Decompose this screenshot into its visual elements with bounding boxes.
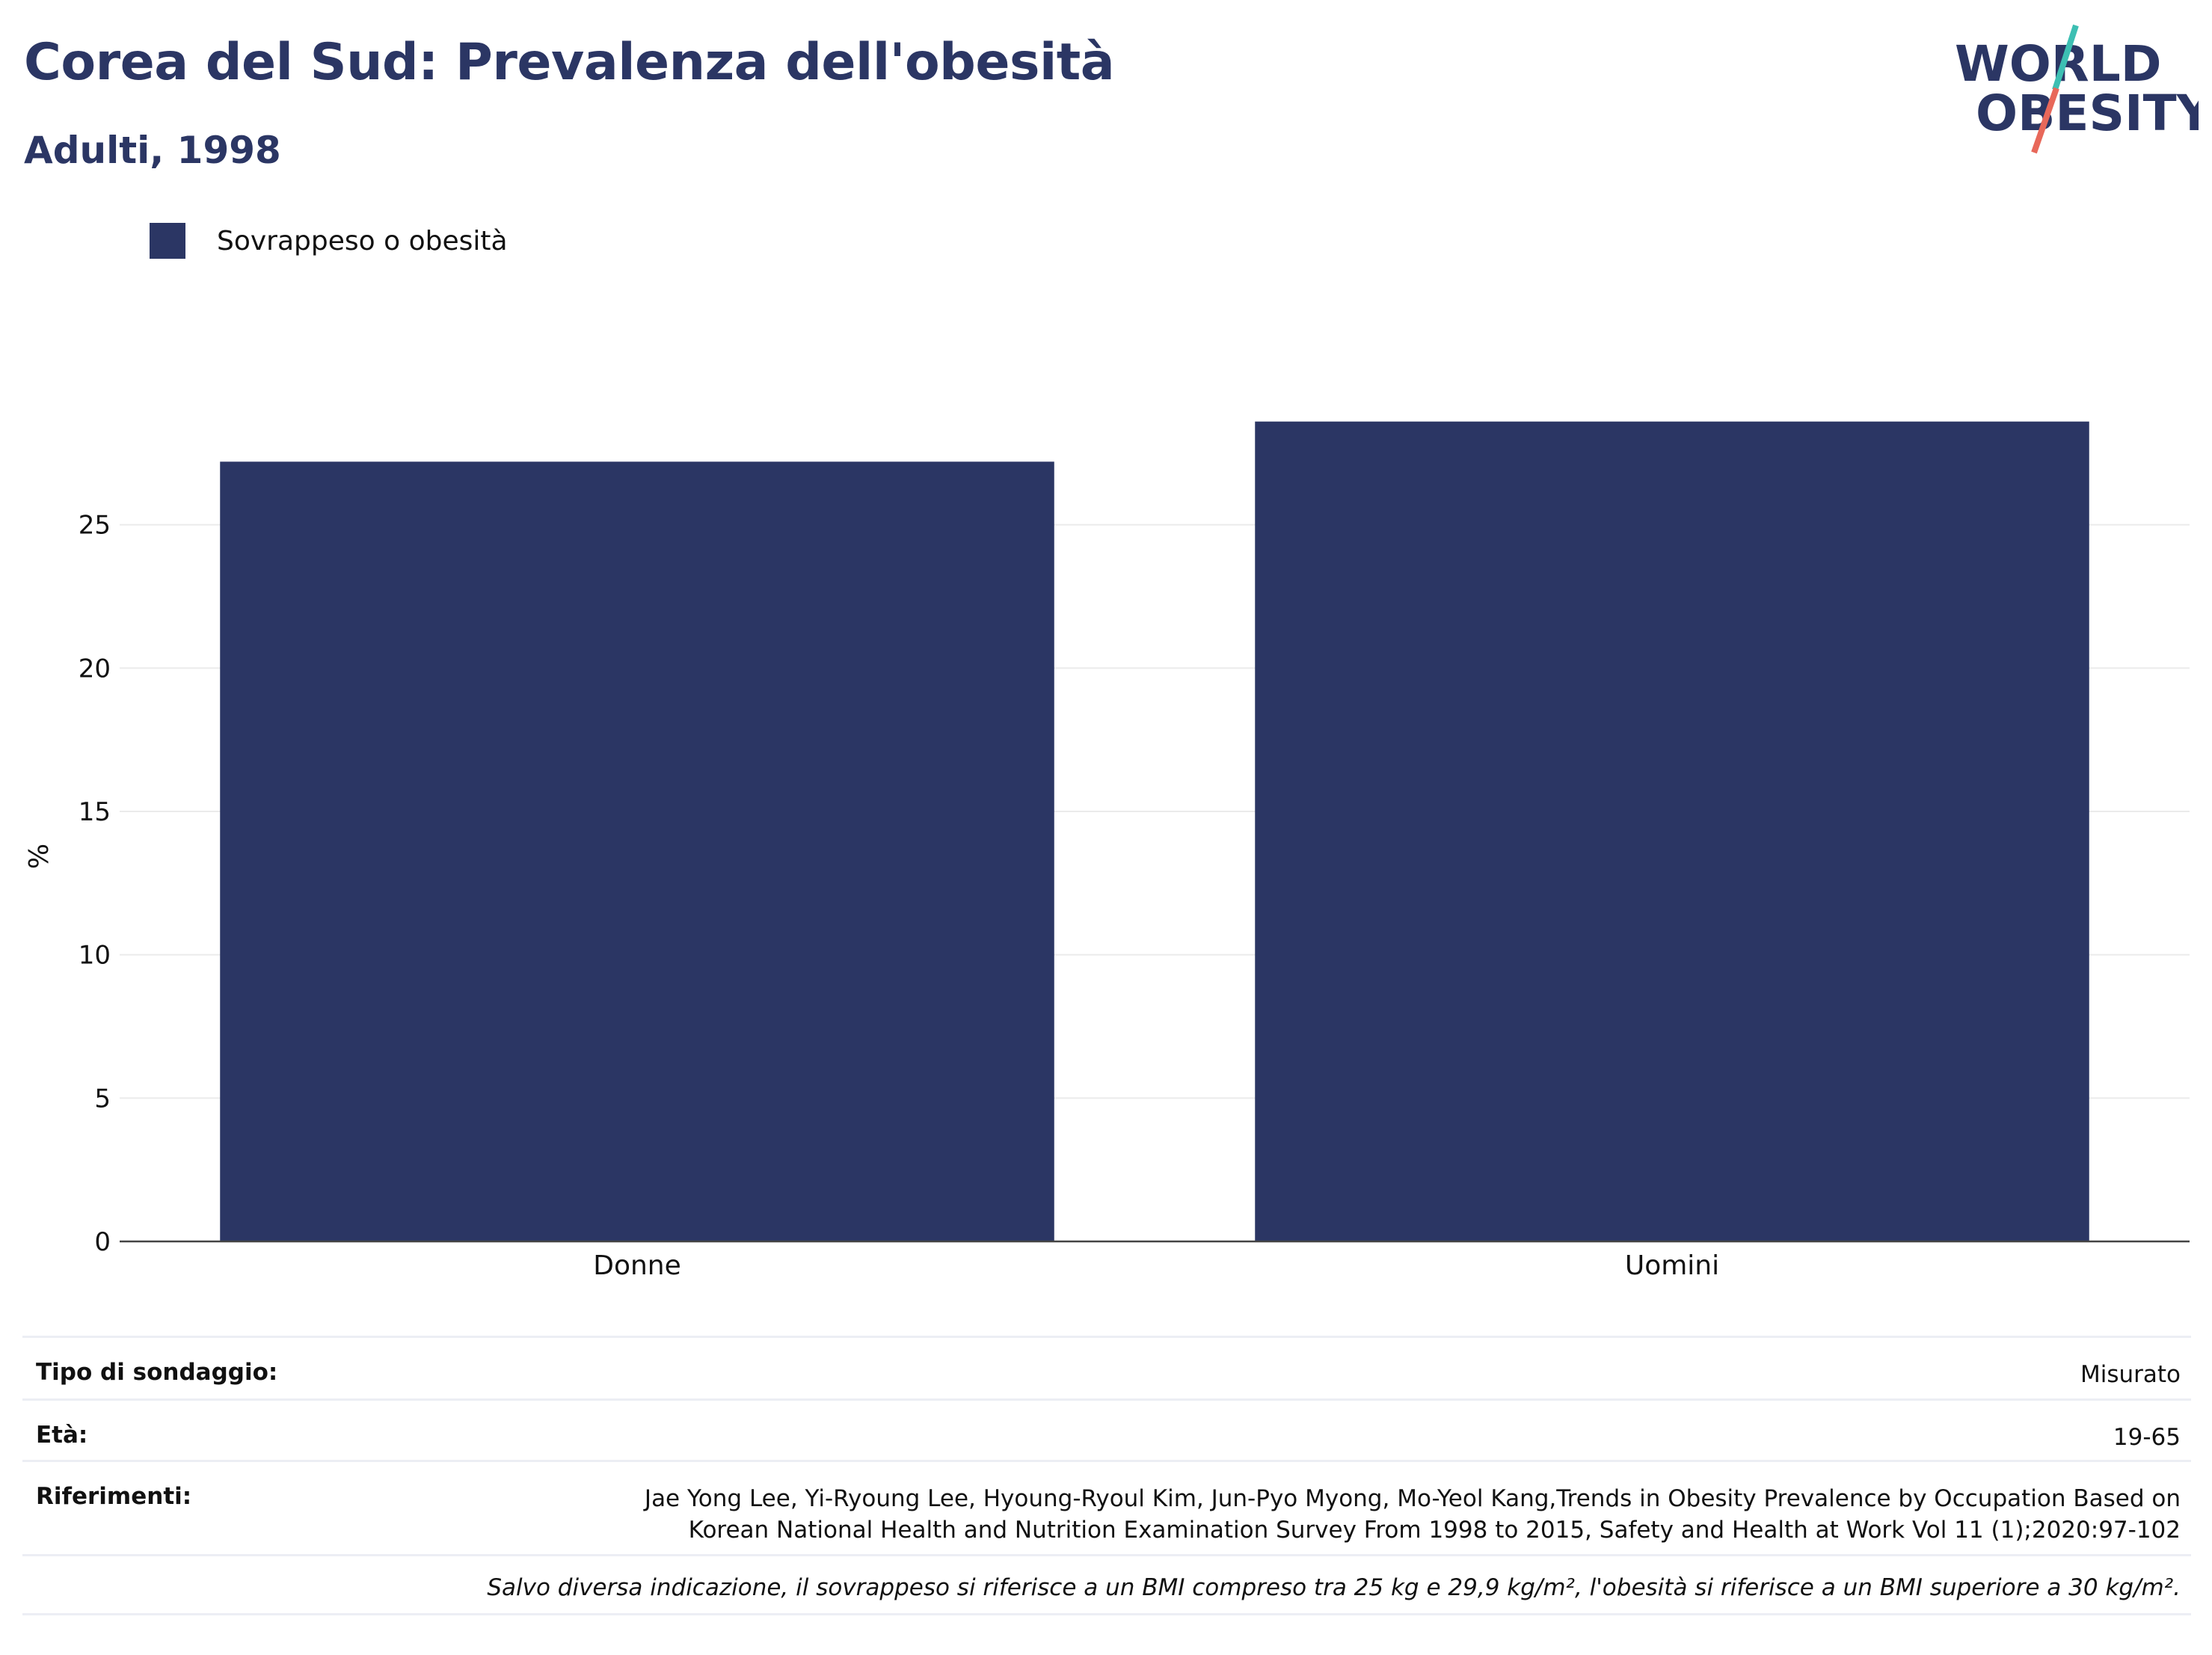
references-value: Jae Yong Lee, Yi-Ryoung Lee, Hyoung-Ryou… [644, 1485, 2181, 1544]
survey-type-label: Tipo di sondaggio: [36, 1359, 278, 1386]
info-table: Tipo di sondaggio: Misurato Età: 19-65 R… [22, 1336, 2191, 1615]
survey-type-value: Misurato [2080, 1361, 2181, 1388]
world-obesity-logo: WORLD OBESITY [1955, 24, 2199, 154]
info-row-age: Età: 19-65 [22, 1398, 2191, 1460]
references-label: Riferimenti: [36, 1483, 192, 1510]
bar-donne [220, 461, 1054, 1242]
legend-swatch [150, 223, 185, 259]
info-row-note: Salvo diversa indicazione, il sovrappeso… [22, 1554, 2191, 1615]
y-tick-label: 0 [94, 1227, 111, 1257]
chart-title: Corea del Sud: Prevalenza dell'obesità [24, 33, 1115, 92]
info-row-survey: Tipo di sondaggio: Misurato [22, 1336, 2191, 1398]
y-tick-label: 20 [79, 654, 111, 684]
x-tick-label: Donne [593, 1250, 681, 1281]
bmi-note: Salvo diversa indicazione, il sovrappeso… [487, 1574, 2181, 1601]
age-value: 19-65 [2113, 1424, 2181, 1451]
age-label: Età: [36, 1422, 88, 1449]
y-tick-label: 10 [79, 941, 111, 971]
logo-line-obesity: OBESITY [1976, 85, 2199, 142]
y-axis-label: % [24, 844, 55, 869]
chart-legend[interactable]: Sovrappeso o obesità [150, 223, 508, 259]
bar-uomini [1255, 421, 2089, 1241]
legend-label: Sovrappeso o obesità [217, 225, 508, 257]
y-tick-label: 15 [79, 797, 111, 827]
chart-subtitle: Adulti, 1998 [24, 129, 281, 172]
y-tick-label: 25 [79, 511, 111, 541]
logo-slash-bottom [2031, 87, 2059, 154]
info-row-references: Riferimenti: Jae Yong Lee, Yi-Ryoung Lee… [22, 1460, 2191, 1554]
bar-chart: 0 5 10 15 20 25% Donne Uomini [24, 421, 2190, 1281]
y-tick-label: 5 [94, 1084, 111, 1114]
logo-slash-top [2052, 24, 2079, 91]
x-tick-label: Uomini [1625, 1250, 1719, 1281]
